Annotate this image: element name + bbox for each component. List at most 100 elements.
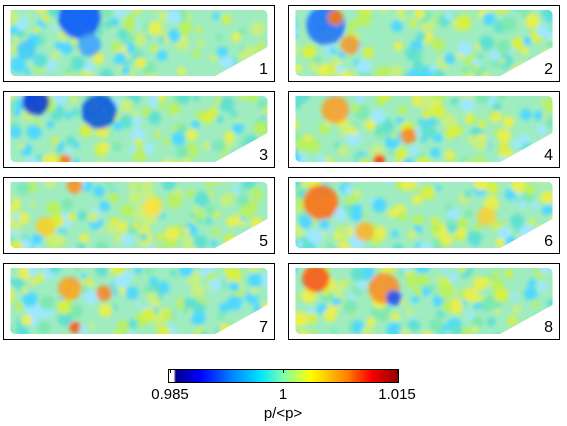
field-speckle — [167, 102, 181, 117]
field-speckle — [431, 104, 446, 119]
field-speckle — [391, 132, 399, 140]
field-speckle — [220, 324, 227, 331]
field-blob — [66, 181, 83, 194]
field-blob — [35, 216, 56, 237]
field-speckle — [237, 51, 248, 62]
field-speckle — [536, 225, 545, 234]
field-speckle — [197, 210, 206, 219]
field-speckle — [420, 136, 427, 143]
field-texture — [295, 181, 553, 249]
field-speckle — [405, 273, 420, 288]
field-speckle — [415, 9, 424, 11]
field-speckle — [431, 38, 445, 52]
field-speckle — [524, 13, 540, 29]
field-speckle — [381, 120, 394, 134]
field-speckle — [253, 303, 263, 313]
field-speckle — [241, 181, 256, 190]
field-speckle — [199, 330, 208, 335]
field-speckle — [309, 61, 319, 71]
field-speckle — [548, 6, 555, 10]
field-speckle — [161, 181, 176, 191]
field-speckle — [164, 226, 180, 241]
field-speckle — [18, 238, 32, 249]
field-speckle — [230, 151, 244, 163]
field-texture — [295, 95, 553, 163]
field-speckle — [471, 326, 478, 333]
field-speckle — [220, 193, 234, 207]
field-speckle — [420, 185, 435, 200]
pressure-map-panel-7: 7 — [3, 263, 275, 340]
panel-number: 1 — [259, 61, 268, 78]
field-speckle — [188, 298, 199, 309]
field-speckle — [246, 95, 259, 102]
field-speckle — [133, 9, 142, 15]
field-speckle — [306, 181, 322, 189]
field-speckle — [495, 9, 509, 14]
field-speckle — [179, 267, 194, 278]
field-speckle — [464, 210, 473, 219]
field-speckle — [261, 303, 268, 316]
field-speckle — [295, 95, 300, 101]
field-speckle — [523, 286, 538, 301]
field-speckle — [496, 39, 511, 55]
field-speckle — [186, 189, 195, 199]
field-speckle — [14, 302, 24, 312]
field-speckle — [467, 230, 482, 245]
field-speckle — [435, 185, 442, 192]
field-speckle — [109, 216, 119, 226]
field-speckle — [132, 110, 140, 118]
field-speckle — [387, 209, 396, 218]
field-speckle — [542, 204, 553, 216]
field-speckle — [457, 41, 473, 57]
field-speckle — [519, 224, 535, 241]
field-speckle — [335, 241, 351, 249]
field-speckle — [23, 68, 31, 76]
field-speckle — [493, 287, 509, 303]
field-speckle — [505, 236, 518, 249]
field-speckle — [64, 147, 73, 156]
field-speckle — [514, 196, 522, 204]
field-blob — [321, 95, 349, 124]
field-speckle — [260, 272, 268, 287]
field-speckle — [101, 9, 113, 19]
field-speckle — [420, 286, 431, 297]
field-texture — [10, 181, 268, 249]
field-speckle — [433, 133, 443, 143]
field-speckle — [507, 315, 518, 326]
field-speckle — [10, 23, 18, 36]
field-texture — [10, 267, 268, 335]
field-blob — [58, 276, 82, 301]
field-speckle — [115, 273, 130, 289]
field-speckle — [10, 95, 16, 100]
field-speckle — [295, 99, 302, 110]
field-speckle — [34, 273, 45, 283]
field-speckle — [10, 207, 18, 217]
field-speckle — [351, 103, 361, 113]
field-speckle — [376, 95, 392, 102]
field-speckle — [57, 311, 73, 327]
field-speckle — [510, 65, 524, 77]
field-speckle — [113, 234, 122, 244]
field-speckle — [536, 24, 550, 38]
field-speckle — [445, 126, 458, 140]
field-speckle — [441, 234, 453, 246]
field-speckle — [155, 131, 162, 138]
field-speckle — [193, 234, 208, 249]
field-speckle — [415, 128, 423, 136]
field-blob — [58, 9, 102, 40]
field-texture — [295, 6, 555, 77]
field-speckle — [546, 48, 553, 61]
field-speckle — [232, 122, 244, 134]
field-blob — [327, 9, 344, 26]
field-speckle — [145, 267, 153, 275]
field-speckle — [16, 19, 27, 31]
field-speckle — [296, 187, 307, 199]
pressure-field-4 — [295, 95, 553, 163]
field-speckle — [376, 98, 385, 107]
field-speckle — [150, 45, 158, 53]
field-speckle — [524, 184, 536, 196]
field-speckle — [236, 72, 247, 77]
field-speckle — [474, 95, 490, 104]
field-speckle — [520, 9, 533, 16]
field-speckle — [237, 95, 247, 99]
